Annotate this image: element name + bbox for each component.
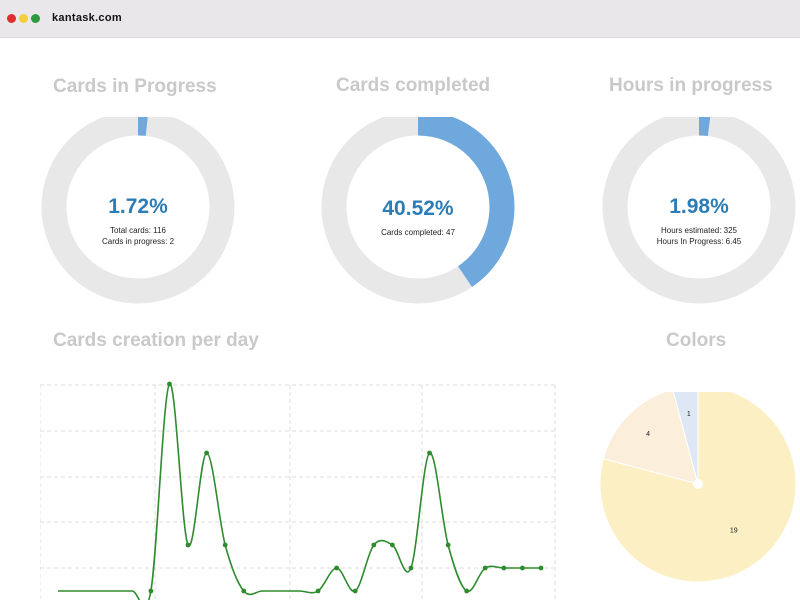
hours-in-progress-title: Hours in progress (609, 75, 773, 96)
pie-slice-label: 19 (730, 528, 738, 535)
hours-in-progress-percent: 1.98% (669, 195, 729, 218)
data-point (520, 565, 525, 571)
data-point (222, 542, 228, 548)
data-point (167, 381, 172, 387)
site-title: kantask.com (52, 12, 122, 24)
data-point (315, 588, 321, 594)
data-point (204, 450, 210, 456)
data-point (148, 588, 154, 594)
browser-titlebar: kantask.com (0, 0, 800, 38)
cards-completed-ring (321, 117, 515, 304)
total-cards-text: Total cards: 116 (110, 226, 166, 235)
pie-slice-label: 4 (646, 431, 650, 438)
series-line (57, 383, 541, 600)
data-point (445, 542, 451, 548)
cards-in-progress-donut: 1.72% Total cards: 116 Cards in progress… (38, 117, 238, 317)
pie-center-hole (693, 479, 703, 489)
hours-estimated-text: Hours estimated: 325 (660, 226, 738, 235)
data-point (501, 565, 507, 571)
data-point (352, 588, 358, 594)
data-point (538, 565, 544, 571)
pie-slice (602, 392, 699, 485)
data-point (464, 588, 470, 594)
cards-completed-percent: 40.52% (382, 197, 454, 220)
cards-completed-title: Cards completed (336, 75, 491, 96)
cards-completed-donut: 40.52% Cards completed: 47 (318, 117, 518, 317)
data-point (371, 542, 377, 548)
hours-in-progress-donut: 1.98% Hours estimated: 325 Hours In Prog… (599, 117, 799, 317)
data-point (427, 450, 432, 456)
data-point (408, 565, 414, 571)
pie-slice-label: 1 (687, 411, 691, 418)
colors-title: Colors (666, 330, 727, 351)
data-point (241, 588, 247, 594)
cards-creation-title: Cards creation per day (53, 330, 259, 351)
pie-slice (672, 392, 699, 485)
cards-in-progress-percent: 1.72% (108, 195, 168, 218)
minimize-window-button[interactable] (19, 14, 28, 23)
cards-in-progress-count-text: Cards in progress: 2 (101, 237, 175, 246)
data-point (482, 565, 488, 571)
cards-in-progress-ring (41, 117, 235, 304)
cards-completed-count-text: Cards completed: 47 (381, 228, 455, 237)
close-window-button[interactable] (7, 14, 16, 23)
cards-in-progress-title: Cards in Progress (53, 76, 217, 97)
donut-progress-arc (321, 117, 515, 304)
data-point (334, 565, 340, 571)
donut-progress-arc (602, 117, 796, 304)
maximize-window-button[interactable] (31, 14, 40, 23)
data-point (185, 542, 191, 548)
cards-creation-line-chart (40, 381, 556, 600)
hours-in-progress-ring (602, 117, 796, 304)
hours-in-progress-value-text: Hours In Progress: 6.45 (656, 237, 742, 246)
donut-progress-arc (41, 117, 235, 304)
data-point (389, 542, 395, 548)
